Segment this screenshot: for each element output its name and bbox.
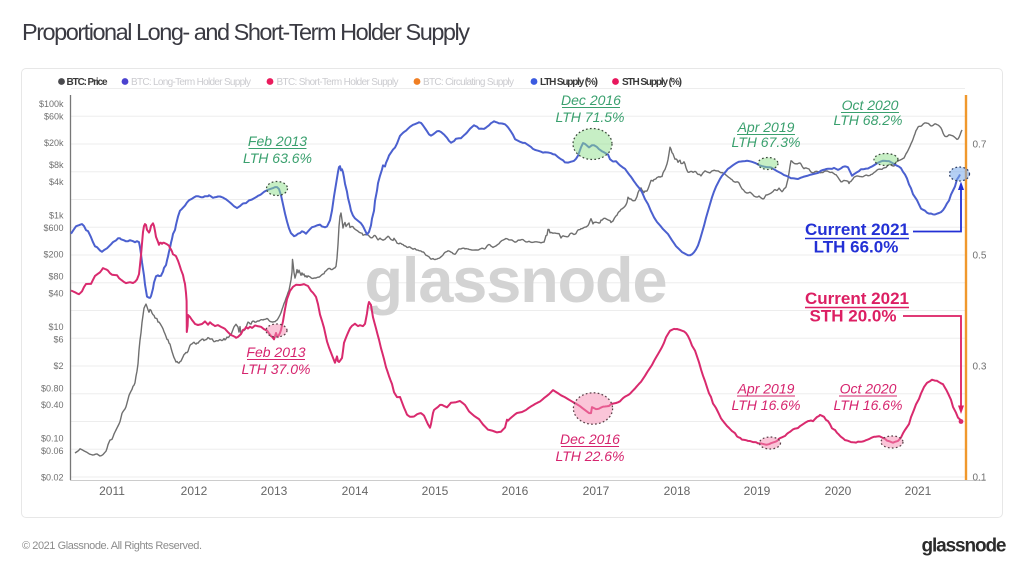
svg-text:Oct 2020: Oct 2020	[840, 381, 897, 397]
svg-text:$0.10: $0.10	[41, 434, 64, 444]
svg-text:STH 20.0%: STH 20.0%	[810, 307, 897, 326]
svg-text:LTH 16.6%: LTH 16.6%	[732, 397, 801, 413]
svg-text:0.1: 0.1	[973, 473, 987, 484]
svg-text:2019: 2019	[744, 484, 771, 498]
svg-text:2012: 2012	[181, 484, 208, 498]
svg-text:LTH 71.5%: LTH 71.5%	[556, 109, 625, 125]
svg-text:2014: 2014	[342, 484, 369, 498]
svg-text:LTH 16.6%: LTH 16.6%	[834, 397, 903, 413]
svg-text:glassnode: glassnode	[365, 246, 668, 316]
svg-text:Current 2021: Current 2021	[805, 289, 909, 308]
svg-text:Dec 2016: Dec 2016	[561, 92, 621, 108]
svg-text:$10: $10	[48, 322, 63, 332]
svg-text:Feb 2013: Feb 2013	[246, 344, 305, 360]
svg-text:Feb 2013: Feb 2013	[248, 133, 307, 149]
svg-text:LTH 66.0%: LTH 66.0%	[814, 238, 899, 257]
svg-text:2016: 2016	[502, 484, 529, 498]
svg-text:2011: 2011	[99, 484, 125, 498]
svg-text:$0.80: $0.80	[41, 383, 64, 393]
svg-text:$0.06: $0.06	[41, 446, 64, 456]
svg-text:$2: $2	[53, 361, 63, 371]
svg-text:$100k: $100k	[39, 99, 64, 109]
svg-text:$600: $600	[43, 223, 63, 233]
svg-text:0.5: 0.5	[973, 251, 987, 262]
svg-text:$20k: $20k	[44, 138, 64, 148]
svg-text:BTC: Price: BTC: Price	[67, 77, 108, 88]
svg-text:$200: $200	[43, 250, 63, 260]
svg-text:LTH Supply (%): LTH Supply (%)	[540, 77, 598, 88]
svg-text:LTH 37.0%: LTH 37.0%	[242, 361, 311, 377]
svg-text:LTH 63.6%: LTH 63.6%	[243, 150, 312, 166]
svg-text:Oct 2020: Oct 2020	[842, 97, 899, 113]
svg-text:$40: $40	[48, 289, 63, 299]
svg-text:© 2021 Glassnode. All Rights R: © 2021 Glassnode. All Rights Reserved.	[22, 540, 202, 552]
svg-text:0.7: 0.7	[973, 140, 987, 151]
svg-text:2013: 2013	[261, 484, 288, 498]
svg-text:BTC: Short-Term Holder Supply: BTC: Short-Term Holder Supply	[277, 77, 399, 88]
svg-text:0.3: 0.3	[973, 362, 987, 373]
svg-text:STH Supply (%): STH Supply (%)	[622, 77, 682, 88]
svg-text:2018: 2018	[664, 484, 691, 498]
svg-text:Proportional Long- and Short-T: Proportional Long- and Short-Term Holder…	[22, 19, 470, 45]
svg-text:$6: $6	[53, 335, 63, 345]
svg-text:$1k: $1k	[49, 211, 64, 221]
svg-text:$0.02: $0.02	[41, 473, 64, 483]
svg-text:2017: 2017	[583, 484, 610, 498]
svg-text:2020: 2020	[825, 484, 852, 498]
svg-text:BTC: Circulating Supply: BTC: Circulating Supply	[423, 77, 514, 88]
svg-text:$0.40: $0.40	[41, 400, 64, 410]
svg-text:$4k: $4k	[49, 177, 64, 187]
svg-text:Current 2021: Current 2021	[805, 220, 909, 239]
svg-text:glassnode: glassnode	[922, 536, 1007, 557]
svg-text:Apr 2019: Apr 2019	[737, 381, 795, 397]
svg-text:Apr 2019: Apr 2019	[737, 119, 795, 135]
svg-text:LTH 22.6%: LTH 22.6%	[556, 448, 625, 464]
svg-text:2021: 2021	[905, 484, 932, 498]
svg-text:Dec 2016: Dec 2016	[560, 431, 620, 447]
svg-text:LTH 68.2%: LTH 68.2%	[834, 112, 903, 128]
svg-text:$8k: $8k	[49, 160, 64, 170]
svg-text:2015: 2015	[422, 484, 449, 498]
svg-text:BTC: Long-Term Holder Supply: BTC: Long-Term Holder Supply	[131, 77, 251, 88]
svg-text:$60k: $60k	[44, 111, 64, 121]
svg-text:LTH 67.3%: LTH 67.3%	[732, 134, 801, 150]
svg-text:$80: $80	[48, 272, 63, 282]
